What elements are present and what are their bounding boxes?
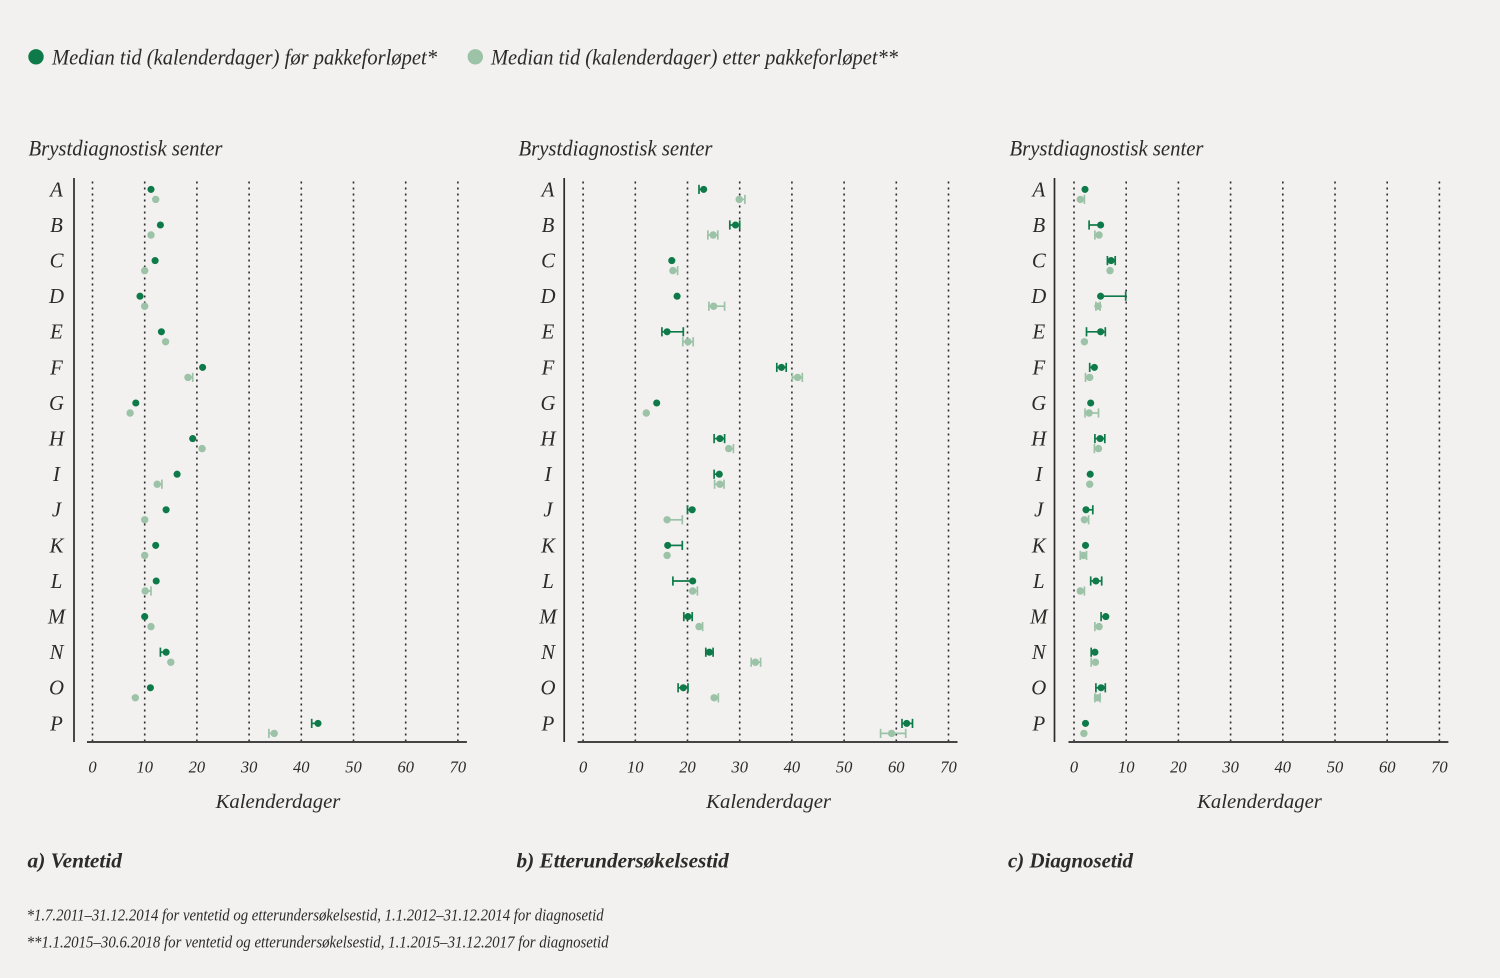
svg-text:N: N (1031, 641, 1047, 664)
svg-text:F: F (541, 356, 555, 379)
svg-text:40: 40 (293, 758, 310, 777)
svg-text:30: 30 (730, 758, 748, 777)
svg-text:Kalenderdager: Kalenderdager (215, 791, 342, 813)
svg-text:20: 20 (1170, 758, 1187, 777)
svg-text:M: M (47, 606, 67, 629)
svg-text:Kalenderdager: Kalenderdager (705, 791, 832, 813)
svg-text:10: 10 (627, 758, 644, 777)
svg-text:G: G (1031, 392, 1046, 415)
svg-text:N: N (49, 641, 65, 664)
svg-text:B: B (1032, 214, 1045, 237)
svg-text:*1.7.2011–31.12.2014 for vente: *1.7.2011–31.12.2014 for ventetid og ett… (27, 906, 604, 925)
svg-text:D: D (539, 285, 555, 308)
svg-text:60: 60 (397, 758, 414, 777)
svg-text:M: M (538, 606, 558, 629)
svg-text:P: P (1031, 712, 1045, 735)
svg-text:Brystdiagnostisk senter: Brystdiagnostisk senter (29, 135, 223, 160)
svg-text:**1.1.2015–30.6.2018 for vente: **1.1.2015–30.6.2018 for ventetid og ett… (27, 932, 609, 951)
svg-text:E: E (1031, 321, 1045, 344)
svg-text:10: 10 (1118, 758, 1135, 777)
svg-text:C: C (50, 250, 65, 273)
svg-text:H: H (1030, 428, 1047, 451)
svg-text:I: I (1034, 463, 1043, 486)
svg-text:O: O (49, 677, 64, 700)
svg-text:20: 20 (679, 758, 696, 777)
svg-text:I: I (52, 463, 61, 486)
svg-text:70: 70 (450, 758, 467, 777)
svg-text:b) Etterundersøkelsestid: b) Etterundersøkelsestid (517, 849, 731, 873)
svg-text:Kalenderdager: Kalenderdager (1196, 791, 1323, 813)
svg-text:Median tid (kalenderdager) ett: Median tid (kalenderdager) etter pakkefo… (490, 45, 898, 70)
svg-text:Median tid (kalenderdager) før: Median tid (kalenderdager) før pakkeforl… (51, 45, 437, 70)
svg-text:P: P (541, 712, 555, 735)
svg-text:Brystdiagnostisk senter: Brystdiagnostisk senter (519, 135, 713, 160)
svg-text:50: 50 (836, 758, 853, 777)
svg-text:I: I (544, 463, 553, 486)
svg-text:0: 0 (579, 758, 588, 777)
svg-text:50: 50 (345, 758, 362, 777)
svg-text:J: J (52, 499, 63, 522)
svg-text:M: M (1029, 606, 1049, 629)
svg-text:A: A (48, 178, 63, 201)
svg-text:J: J (543, 499, 554, 522)
svg-text:G: G (540, 392, 555, 415)
svg-text:K: K (1031, 534, 1047, 557)
svg-text:H: H (48, 428, 65, 451)
svg-text:Brystdiagnostisk senter: Brystdiagnostisk senter (1010, 135, 1204, 160)
svg-text:70: 70 (940, 758, 957, 777)
svg-text:60: 60 (1379, 758, 1396, 777)
svg-text:K: K (540, 534, 556, 557)
svg-text:50: 50 (1327, 758, 1344, 777)
svg-text:A: A (540, 178, 555, 201)
svg-text:0: 0 (88, 758, 97, 777)
svg-text:F: F (49, 356, 63, 379)
svg-text:P: P (49, 712, 63, 735)
svg-text:30: 30 (240, 758, 258, 777)
svg-text:30: 30 (1221, 758, 1239, 777)
svg-text:O: O (1031, 677, 1046, 700)
svg-text:C: C (1032, 250, 1047, 273)
svg-text:c) Diagnosetid: c) Diagnosetid (1008, 849, 1134, 873)
svg-text:40: 40 (784, 758, 801, 777)
svg-text:K: K (49, 534, 65, 557)
svg-text:L: L (541, 570, 554, 593)
svg-text:60: 60 (888, 758, 905, 777)
svg-text:J: J (1034, 499, 1045, 522)
svg-text:70: 70 (1431, 758, 1448, 777)
svg-text:L: L (50, 570, 63, 593)
svg-text:a) Ventetid: a) Ventetid (28, 849, 124, 873)
svg-text:C: C (541, 250, 556, 273)
svg-text:H: H (539, 428, 556, 451)
svg-text:40: 40 (1275, 758, 1292, 777)
svg-text:D: D (48, 285, 64, 308)
svg-text:L: L (1032, 570, 1045, 593)
svg-text:20: 20 (189, 758, 206, 777)
svg-text:N: N (540, 641, 556, 664)
svg-text:G: G (49, 392, 64, 415)
svg-text:F: F (1031, 356, 1045, 379)
svg-text:E: E (49, 321, 63, 344)
svg-text:D: D (1030, 285, 1046, 308)
svg-text:B: B (50, 214, 63, 237)
svg-text:E: E (541, 321, 555, 344)
svg-text:0: 0 (1070, 758, 1079, 777)
svg-text:B: B (542, 214, 555, 237)
svg-text:10: 10 (136, 758, 153, 777)
svg-text:A: A (1030, 178, 1045, 201)
svg-text:O: O (540, 677, 555, 700)
